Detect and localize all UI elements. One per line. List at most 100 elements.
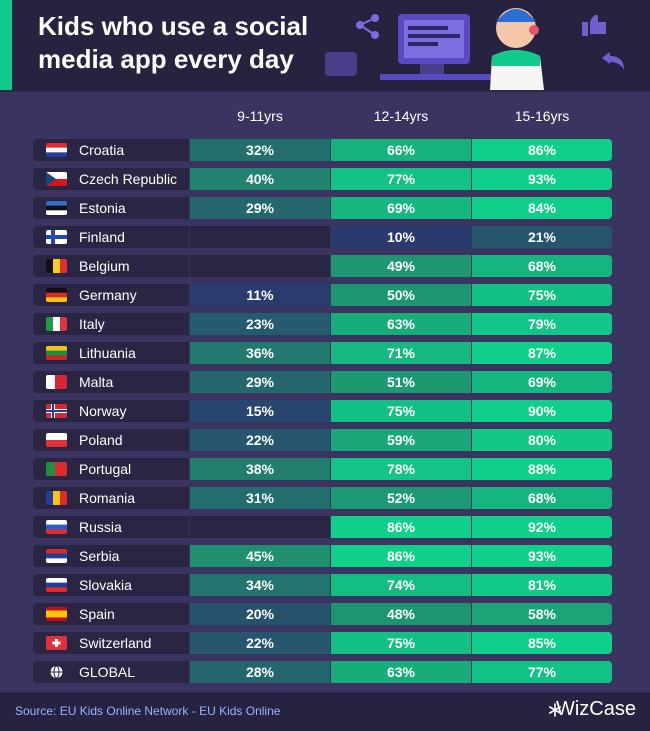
row-label: Croatia bbox=[33, 139, 189, 161]
data-cell: 68% bbox=[472, 487, 612, 509]
snowflake-icon bbox=[548, 703, 561, 717]
data-cell: 48% bbox=[331, 603, 471, 625]
data-cell: 86% bbox=[472, 139, 612, 161]
footer-band bbox=[0, 693, 650, 731]
row-label: Italy bbox=[33, 313, 189, 335]
lithuania-flag bbox=[46, 346, 67, 360]
country-name: Slovakia bbox=[79, 577, 132, 593]
country-name: Spain bbox=[79, 606, 115, 622]
data-cell: 77% bbox=[472, 661, 612, 683]
source-note: Source: EU Kids Online Network - EU Kids… bbox=[15, 704, 281, 718]
data-cell: 22% bbox=[190, 429, 330, 451]
column-header: 15-16yrs bbox=[514, 108, 570, 124]
column-header: 9-11yrs bbox=[237, 108, 283, 124]
country-name: Germany bbox=[79, 287, 137, 303]
data-cell: 78% bbox=[331, 458, 471, 480]
estonia-flag bbox=[46, 201, 67, 215]
data-cell: 23% bbox=[190, 313, 330, 335]
row-label: Germany bbox=[33, 284, 189, 306]
data-cell: 71% bbox=[331, 342, 471, 364]
serbia-flag bbox=[46, 549, 67, 563]
data-cell bbox=[190, 255, 330, 277]
row-label: Serbia bbox=[33, 545, 189, 567]
globe-icon bbox=[46, 665, 67, 679]
chart-title: Kids who use a social media app every da… bbox=[38, 11, 309, 74]
data-cell: 29% bbox=[190, 371, 330, 393]
data-cell: 10% bbox=[331, 226, 471, 248]
russia-flag bbox=[46, 520, 67, 534]
croatia-flag bbox=[46, 143, 67, 157]
country-name: Romania bbox=[79, 490, 136, 506]
data-cell: 92% bbox=[472, 516, 612, 538]
data-cell: 81% bbox=[472, 574, 612, 596]
country-name: Malta bbox=[79, 374, 114, 390]
share-icon bbox=[356, 14, 379, 39]
data-cell: 31% bbox=[190, 487, 330, 509]
data-cell: 45% bbox=[190, 545, 330, 567]
data-cell: 79% bbox=[472, 313, 612, 335]
data-cell: 58% bbox=[472, 603, 612, 625]
data-cell: 32% bbox=[190, 139, 330, 161]
country-name: Norway bbox=[79, 403, 127, 419]
country-name: Croatia bbox=[79, 142, 125, 158]
data-cell: 29% bbox=[190, 197, 330, 219]
country-name: Czech Republic bbox=[79, 171, 178, 187]
poland-flag bbox=[46, 433, 67, 447]
speech-bubble-icon bbox=[325, 52, 357, 76]
data-cell: 93% bbox=[472, 545, 612, 567]
data-cell: 22% bbox=[190, 632, 330, 654]
data-cell: 11% bbox=[190, 284, 330, 306]
country-name: Poland bbox=[79, 432, 123, 448]
row-label: GLOBAL bbox=[33, 661, 189, 683]
row-label: Lithuania bbox=[33, 342, 189, 364]
row-label: Norway bbox=[33, 400, 189, 422]
row-label: Spain bbox=[33, 603, 189, 625]
italy-flag bbox=[46, 317, 67, 331]
data-cell: 93% bbox=[472, 168, 612, 190]
data-cell: 20% bbox=[190, 603, 330, 625]
row-label: Russia bbox=[33, 516, 189, 538]
data-cell: 87% bbox=[472, 342, 612, 364]
data-cell: 90% bbox=[472, 400, 612, 422]
spain-flag bbox=[46, 607, 67, 621]
data-cell: 49% bbox=[331, 255, 471, 277]
data-cell: 75% bbox=[472, 284, 612, 306]
reply-icon bbox=[602, 52, 624, 70]
germany-flag bbox=[46, 288, 67, 302]
row-label: Czech Republic bbox=[33, 168, 189, 190]
country-name: Russia bbox=[79, 519, 122, 535]
country-name: Belgium bbox=[79, 258, 130, 274]
row-label: Romania bbox=[33, 487, 189, 509]
data-cell: 63% bbox=[331, 661, 471, 683]
data-cell bbox=[190, 516, 330, 538]
row-label: Slovakia bbox=[33, 574, 189, 596]
data-cell: 28% bbox=[190, 661, 330, 683]
data-cell: 75% bbox=[331, 632, 471, 654]
data-cell: 84% bbox=[472, 197, 612, 219]
row-label: Estonia bbox=[33, 197, 189, 219]
person-icon bbox=[490, 8, 544, 90]
illustration bbox=[325, 8, 624, 90]
row-label: Belgium bbox=[33, 255, 189, 277]
malta-flag bbox=[46, 375, 67, 389]
belgium-flag bbox=[46, 259, 67, 273]
norway-flag bbox=[46, 404, 67, 418]
data-cell: 86% bbox=[331, 516, 471, 538]
switzerland-flag bbox=[46, 636, 67, 650]
data-cell: 88% bbox=[472, 458, 612, 480]
data-cell: 63% bbox=[331, 313, 471, 335]
data-cell: 69% bbox=[331, 197, 471, 219]
brand-logo: WizCase bbox=[555, 698, 636, 720]
data-cell: 15% bbox=[190, 400, 330, 422]
data-cell: 21% bbox=[472, 226, 612, 248]
country-name: Lithuania bbox=[79, 345, 136, 361]
accent-bar bbox=[0, 0, 12, 90]
data-cell: 50% bbox=[331, 284, 471, 306]
czech-flag bbox=[46, 172, 67, 186]
country-name: Estonia bbox=[79, 200, 126, 216]
portugal-flag bbox=[46, 462, 67, 476]
country-name: GLOBAL bbox=[79, 664, 136, 680]
data-cell: 80% bbox=[472, 429, 612, 451]
country-name: Italy bbox=[79, 316, 105, 332]
thumbs-up-icon bbox=[582, 14, 606, 36]
